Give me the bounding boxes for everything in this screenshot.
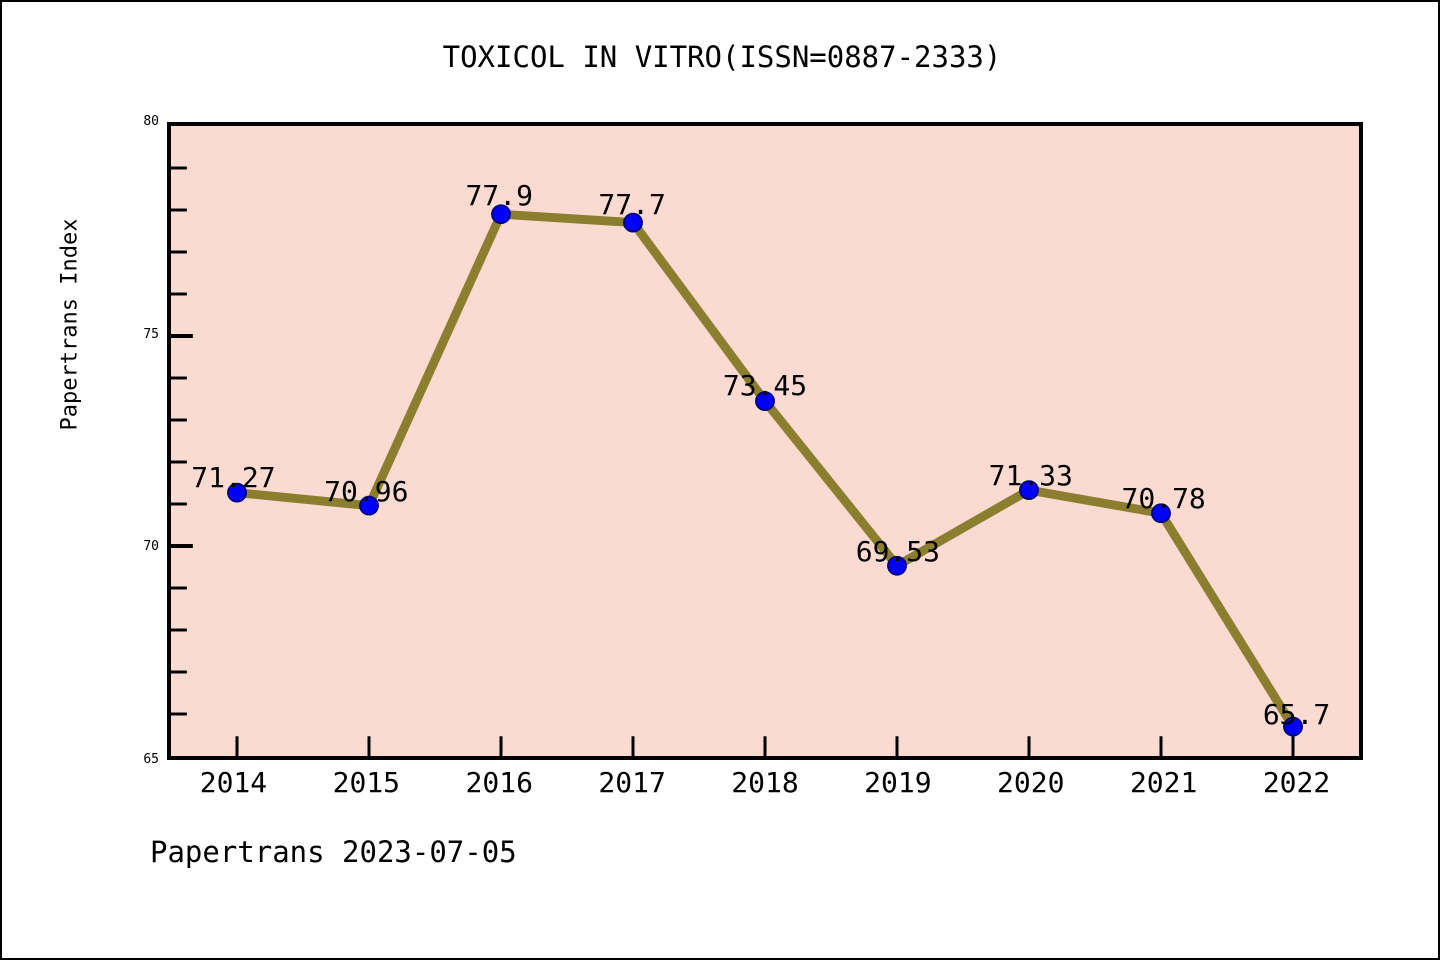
data-point-marker[interactable] xyxy=(359,495,379,516)
x-axis-tick-label: 2021 xyxy=(1129,766,1198,799)
x-axis-tick-label: 2014 xyxy=(199,766,268,799)
data-point-label: 70.96 xyxy=(324,474,409,508)
x-axis-tick-label: 2019 xyxy=(864,766,932,799)
data-point-marker[interactable] xyxy=(623,212,643,233)
data-point-marker[interactable] xyxy=(227,482,247,503)
data-point-marker[interactable] xyxy=(887,555,907,576)
data-point-marker[interactable] xyxy=(1283,716,1303,737)
x-axis-tick-label: 2016 xyxy=(465,766,533,799)
data-point-label: 69.53 xyxy=(855,535,941,569)
line-chart-svg xyxy=(171,166,1303,756)
data-point-marker[interactable] xyxy=(491,204,511,225)
y-axis-label: Papertrans Index xyxy=(57,218,83,431)
y-axis-tick-label: 80 xyxy=(143,114,159,129)
data-point-label: 77.9 xyxy=(465,179,533,213)
x-axis-tick-label: 2018 xyxy=(731,766,799,799)
x-axis-tick-label: 2015 xyxy=(332,766,401,799)
data-point-marker[interactable] xyxy=(755,391,775,411)
data-point-marker[interactable] xyxy=(1019,480,1039,501)
data-point-label: 73.45 xyxy=(722,368,808,402)
series-markers xyxy=(227,204,1303,737)
data-point-marker[interactable] xyxy=(1151,503,1171,524)
x-axis-tick-label: 2017 xyxy=(598,766,666,799)
page-title: TOXICOL IN VITRO(ISSN=0887-2333) xyxy=(442,40,1002,74)
y-axis-tick-label: 70 xyxy=(143,539,159,555)
x-axis-tick-label: 2022 xyxy=(1262,766,1331,799)
footer-caption: Papertrans 2023-07-05 xyxy=(150,835,517,869)
data-point-label: 71.33 xyxy=(988,458,1073,492)
data-point-label: 77.7 xyxy=(598,187,666,221)
series-line xyxy=(236,209,1297,729)
x-axis-tick-label: 2020 xyxy=(997,766,1065,799)
y-axis-tick-label: 75 xyxy=(143,326,159,342)
y-axis-tick-label: 65 xyxy=(143,752,159,767)
data-point-label: 71.27 xyxy=(191,461,276,495)
plot-area xyxy=(167,122,1363,760)
axis-ticks xyxy=(171,166,1295,756)
data-point-label: 65.7 xyxy=(1262,698,1331,732)
data-point-label: 70.78 xyxy=(1121,482,1206,516)
